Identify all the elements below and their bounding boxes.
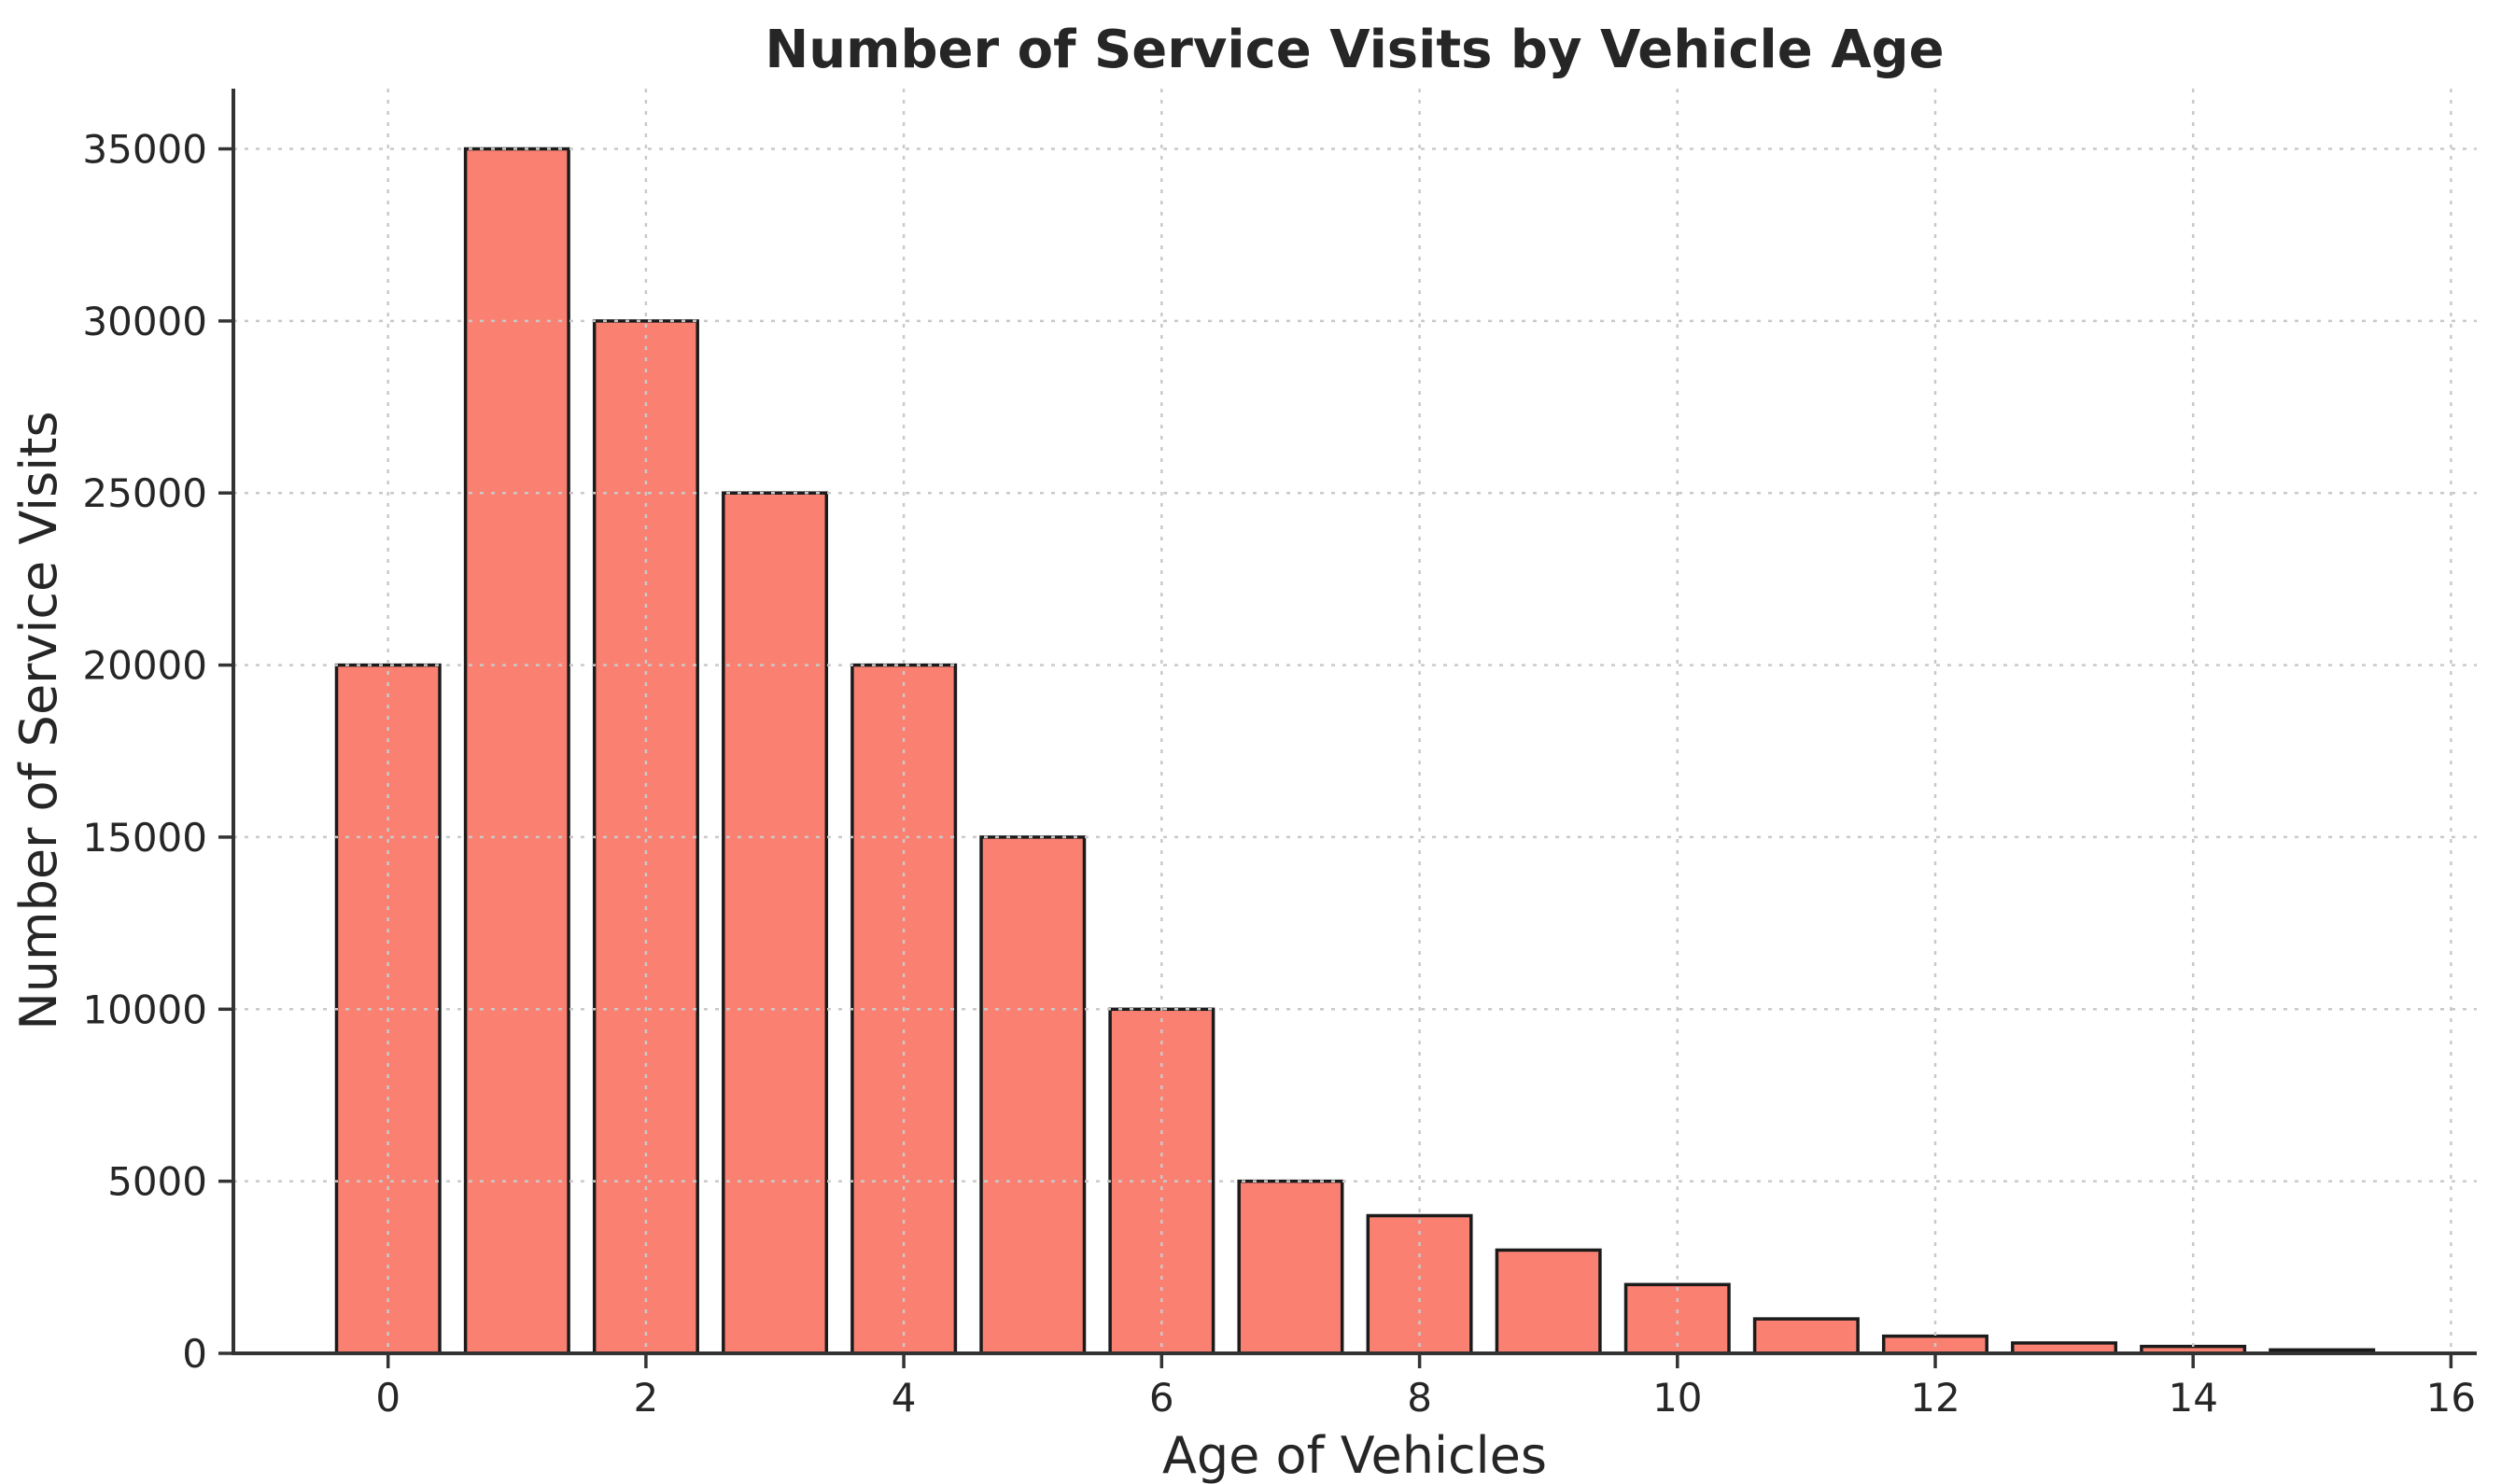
x-axis-ticks: 0 2 4 6 8 10 12 14 16 xyxy=(375,1353,2476,1421)
bar-age-9 xyxy=(1495,1248,1602,1355)
y-tick-label: 20000 xyxy=(82,643,207,689)
x-tick-label: 8 xyxy=(1407,1375,1432,1421)
bar-age-11 xyxy=(1752,1317,1860,1355)
chart-title: Number of Service Visits by Vehicle Age xyxy=(765,20,1944,80)
y-tick-label: 15000 xyxy=(82,815,207,861)
x-axis-label: Age of Vehicles xyxy=(1162,1426,1547,1484)
bar-age-8 xyxy=(1366,1213,1473,1355)
bar-age-10 xyxy=(1623,1282,1731,1355)
bar-age-5 xyxy=(979,835,1087,1355)
x-tick-label: 14 xyxy=(2168,1375,2217,1421)
x-tick-label: 16 xyxy=(2426,1375,2476,1421)
bar-age-7 xyxy=(1237,1179,1344,1355)
y-tick-label: 30000 xyxy=(82,299,207,344)
x-tick-label: 12 xyxy=(1910,1375,1960,1421)
y-axis-label: Number of Service Visits xyxy=(9,411,68,1029)
y-tick-label: 35000 xyxy=(82,127,207,173)
y-tick-label: 25000 xyxy=(82,470,207,516)
bar-age-3 xyxy=(722,491,829,1355)
y-tick-label: 0 xyxy=(182,1331,207,1377)
y-tick-label: 10000 xyxy=(82,987,207,1032)
x-tick-label: 2 xyxy=(634,1375,659,1421)
y-tick-label: 5000 xyxy=(107,1159,207,1205)
x-tick-label: 0 xyxy=(375,1375,400,1421)
x-tick-label: 4 xyxy=(892,1375,917,1421)
bar-age-1 xyxy=(463,147,570,1355)
axes-group xyxy=(232,89,2477,1355)
x-tick-label: 10 xyxy=(1652,1375,1702,1421)
gridlines-group xyxy=(233,89,2477,1353)
x-tick-label: 6 xyxy=(1149,1375,1174,1421)
y-axis-ticks: 0 5000 10000 15000 20000 25000 30000 35000 xyxy=(82,127,233,1377)
